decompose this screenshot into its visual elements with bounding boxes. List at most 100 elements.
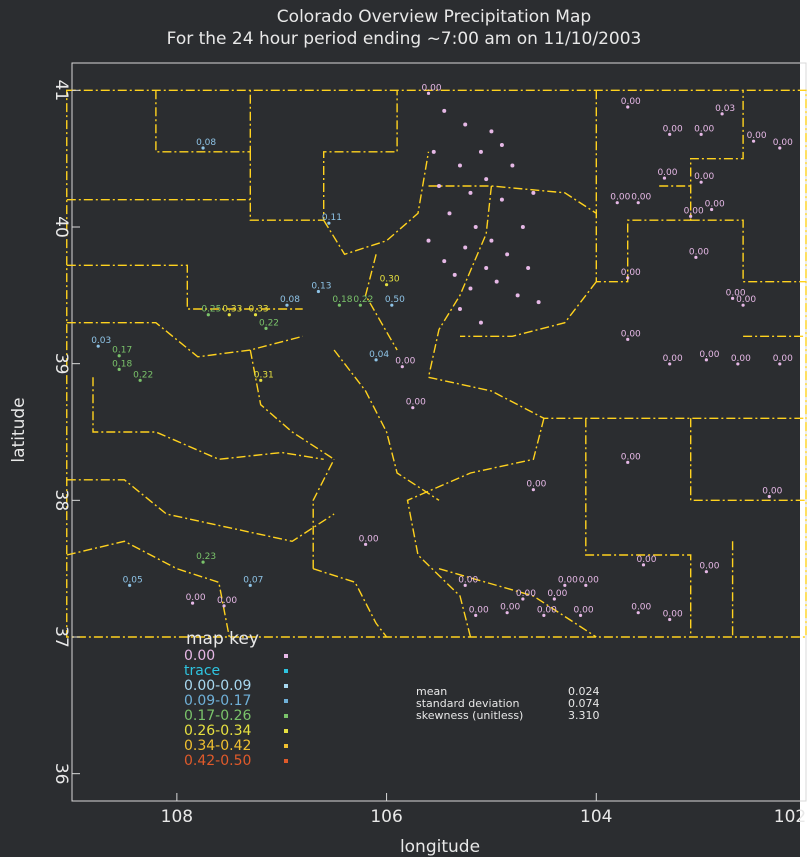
station-label-16: 0.00 — [621, 268, 641, 278]
station-label-24: 0.50 — [385, 295, 405, 305]
station-label-35: 0.00 — [621, 329, 641, 339]
station-label-57: 0.00 — [547, 589, 567, 599]
border-15 — [406, 418, 545, 638]
key-entry-label-6: 0.34-0.42 — [184, 738, 251, 754]
station-label-36: 0.00 — [663, 354, 683, 364]
station-mark-39 — [778, 362, 782, 366]
station-dot-12 — [468, 286, 473, 291]
station-label-27: 0.33 — [249, 305, 269, 315]
station-mark-28 — [206, 313, 210, 317]
station-mark-37 — [704, 358, 708, 362]
x-tick-label-3: 102 — [774, 807, 806, 827]
station-label-34: 0.00 — [395, 357, 415, 367]
station-dot-8 — [505, 252, 510, 257]
station-mark-49 — [364, 542, 368, 546]
station-mark-12 — [689, 214, 693, 218]
station-label-33: 0.04 — [369, 350, 389, 360]
stat-value-sd: 0.074 — [568, 697, 600, 710]
station-label-7: 0.08 — [196, 138, 216, 148]
station-label-52: 0.00 — [186, 593, 206, 603]
station-mark-50 — [641, 563, 646, 567]
border-21 — [312, 568, 388, 638]
station-mark-11 — [636, 201, 640, 205]
station-mark-26 — [227, 313, 231, 317]
station-mark-6 — [778, 146, 782, 150]
station-label-22: 0.30 — [380, 275, 400, 285]
key-entry-label-0: 0.00 — [184, 648, 215, 664]
y-tick-label-4: 37 — [51, 626, 71, 648]
map-key-title: map key — [186, 629, 259, 649]
station-mark-33 — [374, 358, 378, 362]
border-9 — [460, 281, 597, 337]
station-label-58: 0.00 — [469, 605, 489, 615]
key-entry-swatch-3 — [284, 699, 288, 703]
station-labels: 0.00 0.00 0.03 0.00 0.00 0.00 0.00 0.08 0.00 0.00… — [91, 83, 793, 622]
station-label-32: 0.22 — [133, 370, 153, 380]
key-entry-swatch-6 — [284, 744, 288, 748]
station-label-51: 0.05 — [123, 575, 143, 585]
station-mark-36 — [668, 362, 672, 366]
border-20 — [66, 540, 230, 638]
border-1 — [249, 90, 398, 221]
station-mark-8 — [662, 176, 667, 180]
station-mark-34 — [400, 365, 404, 369]
axes-frame — [71, 62, 807, 802]
station-dot-3 — [468, 190, 473, 195]
x-tick-label-1: 106 — [370, 807, 402, 827]
station-mark-38 — [736, 362, 740, 366]
station-label-45: 0.23 — [196, 552, 216, 562]
title-line-2: For the 24 hour period ending ~7:00 am o… — [167, 29, 642, 49]
y-tick-label-1: 40 — [51, 216, 71, 238]
y-axis-label: latitude — [9, 397, 29, 462]
map-key: map key 0.00trace0.00-0.090.09-0.170.17-… — [184, 629, 288, 769]
station-dot-22 — [457, 307, 462, 311]
station-label-8: 0.00 — [657, 168, 677, 178]
station-label-41: 0.00 — [406, 398, 426, 408]
station-mark-3 — [668, 132, 672, 136]
station-mark-1 — [626, 105, 630, 109]
station-mark-25 — [264, 326, 268, 330]
y-tick-label-2: 39 — [51, 353, 71, 375]
station-mark-22 — [384, 283, 389, 287]
station-label-56: 0.00 — [516, 589, 536, 599]
border-11 — [249, 349, 335, 460]
station-label-46: 0.07 — [243, 575, 263, 585]
station-label-25: 0.22 — [259, 318, 279, 328]
station-dot-18 — [531, 190, 536, 195]
key-entry-label-4: 0.17-0.26 — [184, 708, 251, 724]
station-dot-4 — [499, 197, 504, 202]
station-mark-10 — [615, 201, 619, 205]
station-dot-14 — [452, 272, 457, 277]
station-dot-26 — [463, 122, 468, 127]
station-label-39: 0.00 — [773, 354, 793, 364]
border-10 — [66, 322, 303, 358]
station-label-18: 0.00 — [736, 295, 756, 305]
stat-label-mean: mean — [416, 685, 447, 698]
station-dot-23 — [536, 300, 541, 305]
station-label-13: 0.00 — [705, 200, 725, 210]
border-0 — [155, 90, 252, 153]
key-entry-label-3: 0.09-0.17 — [184, 693, 251, 709]
station-label-30: 0.17 — [112, 346, 132, 356]
station-mark-53 — [222, 604, 226, 608]
border-13 — [333, 349, 440, 501]
station-mark-0 — [426, 91, 431, 95]
station-mark-40 — [259, 378, 263, 382]
station-label-6: 0.00 — [773, 138, 793, 148]
station-label-14: 0.11 — [322, 213, 342, 223]
station-label-60: 0.00 — [537, 605, 557, 615]
station-label-37: 0.00 — [699, 350, 719, 360]
key-entry-label-2: 0.00-0.09 — [184, 678, 251, 694]
stat-value-mean: 0.024 — [568, 685, 600, 698]
station-mark-35 — [626, 337, 630, 341]
station-mark-45 — [201, 560, 205, 564]
station-label-63: 0.00 — [663, 610, 683, 620]
border-12 — [92, 377, 324, 461]
station-mark-5 — [751, 139, 756, 143]
station-label-59: 0.00 — [500, 603, 520, 613]
station-mark-27 — [253, 313, 258, 317]
key-entry-swatch-7 — [284, 759, 288, 763]
station-mark-61 — [578, 613, 583, 618]
y-tick-label-0: 41 — [51, 80, 71, 102]
station-dot-16 — [442, 259, 447, 264]
